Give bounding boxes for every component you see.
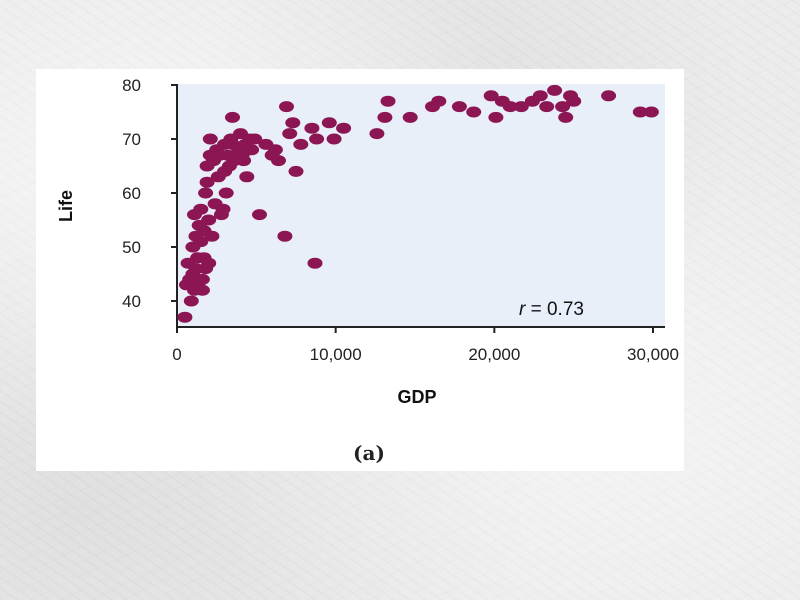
data-point [215, 203, 231, 215]
data-point [277, 230, 293, 242]
data-point [377, 111, 393, 123]
x-axis-ticks: 0 10,000 20,000 30,000 [172, 327, 679, 364]
data-point [555, 101, 571, 113]
data-point [236, 155, 252, 167]
data-point [252, 209, 267, 221]
data-point [483, 90, 499, 102]
data-point [288, 165, 304, 177]
correlation-annotation: r = 0.73 [519, 299, 584, 320]
data-point [632, 106, 648, 118]
x-axis-title: GDP [397, 387, 436, 407]
data-point [201, 214, 217, 226]
data-point [539, 101, 555, 113]
data-point [558, 111, 574, 123]
figure-caption: (a) [353, 441, 385, 465]
data-point [547, 84, 563, 96]
data-point [285, 117, 301, 129]
data-point [513, 101, 529, 113]
data-point [201, 257, 217, 269]
data-point [202, 133, 218, 145]
data-point [225, 111, 240, 123]
data-point [198, 187, 214, 199]
data-point [431, 95, 447, 107]
correlation-symbol: r [519, 299, 526, 320]
y-tick-label: 70 [122, 130, 141, 149]
correlation-value: = 0.73 [525, 299, 584, 320]
data-point [279, 101, 294, 113]
data-point [488, 111, 504, 123]
data-point [307, 257, 323, 269]
data-point [601, 90, 617, 102]
data-point [532, 90, 548, 102]
data-point [326, 133, 342, 145]
data-point [402, 111, 418, 123]
data-point [267, 144, 283, 156]
data-point [282, 128, 298, 140]
y-tick-label: 50 [122, 238, 141, 257]
y-axis-ticks: 40 50 60 70 80 [122, 76, 177, 311]
figure-panel: 40 50 60 70 80 0 10,000 20,000 30,000 GDP Life … [36, 69, 684, 471]
data-point [194, 273, 210, 285]
data-point [239, 171, 255, 183]
y-tick-label: 40 [122, 292, 141, 311]
y-axis-title: Life [56, 190, 76, 222]
data-point [451, 101, 467, 113]
data-point [194, 284, 210, 296]
data-point [183, 295, 199, 307]
plot-area [177, 84, 665, 326]
data-point [271, 155, 286, 167]
data-point [380, 95, 396, 107]
data-point [321, 117, 337, 129]
data-point [204, 230, 220, 242]
data-point [336, 122, 352, 134]
data-point [247, 133, 263, 145]
data-point [502, 101, 518, 113]
data-point [244, 144, 260, 156]
data-point [309, 133, 325, 145]
data-point [369, 128, 385, 140]
data-point [643, 106, 659, 118]
data-point [566, 95, 582, 107]
x-tick-label: 10,000 [310, 345, 362, 364]
y-tick-label: 60 [122, 184, 141, 203]
data-points [177, 84, 659, 323]
data-point [177, 311, 193, 323]
data-point [304, 122, 320, 134]
x-tick-label: 20,000 [468, 345, 520, 364]
data-point [193, 236, 209, 248]
y-tick-label: 80 [122, 76, 141, 95]
x-tick-label: 0 [172, 345, 181, 364]
data-point [466, 106, 482, 118]
x-tick-label: 30,000 [627, 345, 679, 364]
data-point [193, 203, 209, 215]
data-point [199, 176, 215, 188]
data-point [218, 187, 234, 199]
data-point [293, 138, 309, 150]
